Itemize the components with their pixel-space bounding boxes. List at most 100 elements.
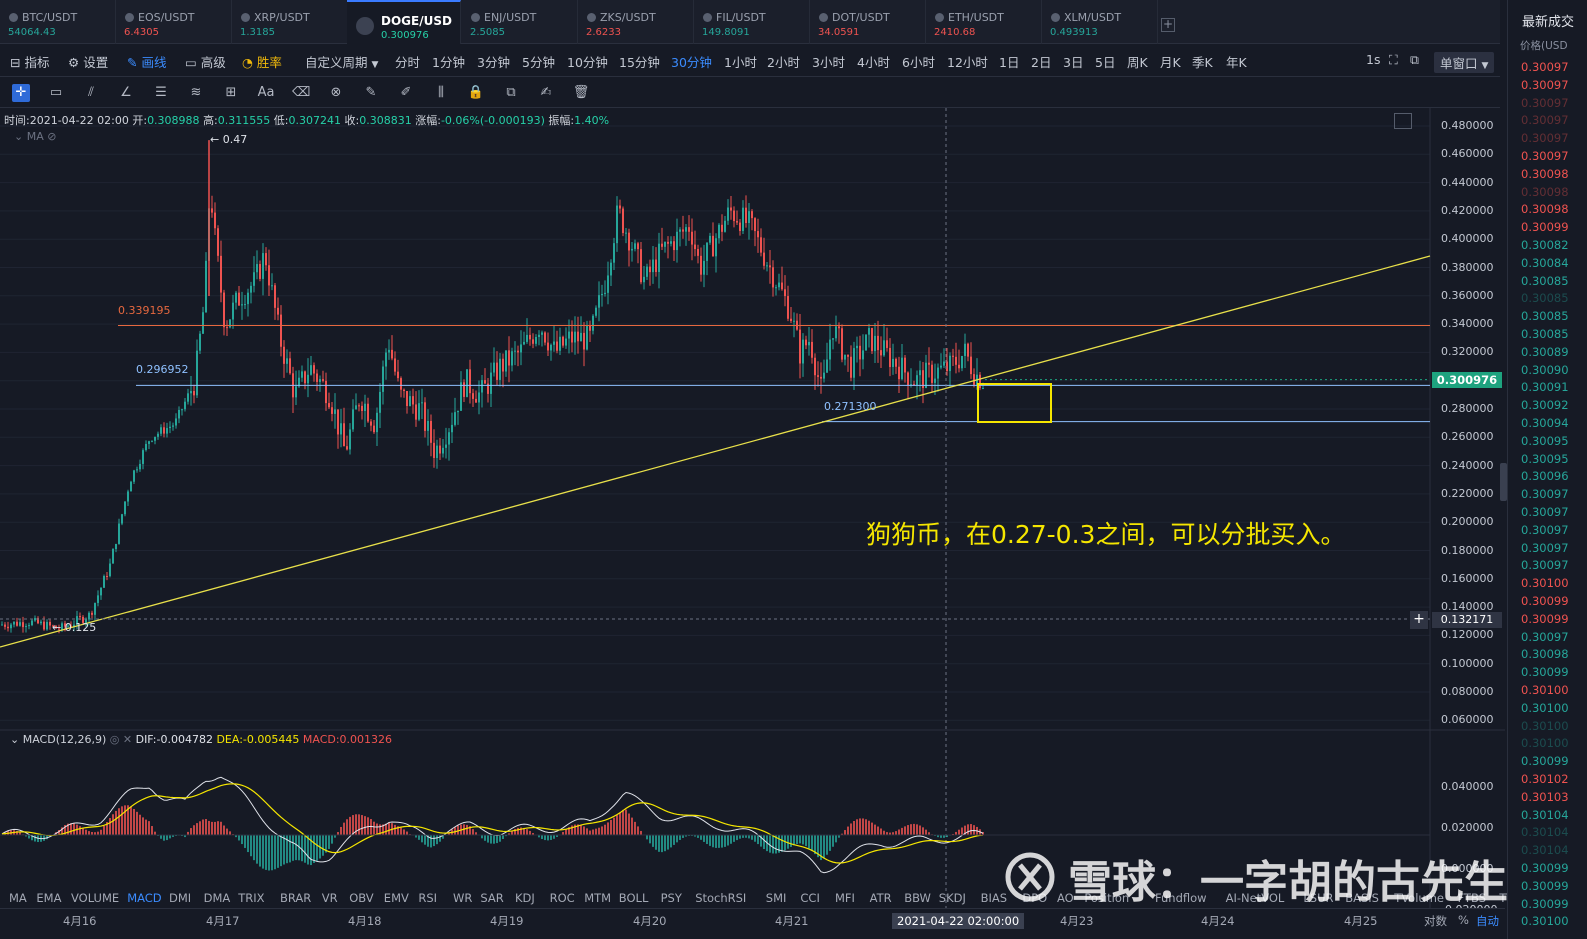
copy-icon[interactable]: ⧉ bbox=[506, 85, 516, 100]
pencil-icon[interactable]: ✎ bbox=[365, 85, 377, 100]
axis-mode-auto[interactable]: 自动 bbox=[1476, 914, 1499, 928]
indicator-vr[interactable]: VR bbox=[321, 891, 338, 905]
settings-button[interactable]: ⚙ 设置 bbox=[68, 52, 108, 71]
period-17[interactable]: 周K bbox=[1127, 55, 1148, 70]
indicator-ma[interactable]: MA bbox=[9, 891, 27, 905]
period-6[interactable]: 30分钟 bbox=[671, 55, 712, 70]
winrate-button[interactable]: ◔ 胜率 bbox=[242, 52, 282, 71]
period-11[interactable]: 6小时 bbox=[902, 55, 935, 70]
angle-icon[interactable]: ∠ bbox=[120, 85, 132, 100]
indicator-psy[interactable]: PSY bbox=[660, 891, 682, 905]
cross-tool-icon[interactable]: ✛ bbox=[12, 84, 30, 102]
window-mode-dropdown[interactable]: 单窗口 ▼ bbox=[1434, 52, 1495, 73]
indicator-atr[interactable]: ATR bbox=[869, 891, 892, 905]
indicator-macd[interactable]: MACD bbox=[127, 891, 162, 905]
indicator-stochrsi[interactable]: StochRSI bbox=[695, 891, 747, 905]
indicator-boll[interactable]: BOLL bbox=[618, 891, 649, 905]
eraser-icon[interactable]: ⌫ bbox=[292, 85, 311, 100]
period-10[interactable]: 4小时 bbox=[857, 55, 890, 70]
symbol-tab-eos-usdt[interactable]: EOS/USDT 6.4305 bbox=[116, 0, 232, 44]
indicator-smi[interactable]: SMI bbox=[765, 891, 787, 905]
custom-period-dropdown[interactable]: 自定义周期 ▼ bbox=[305, 52, 378, 71]
indicator-brar[interactable]: BRAR bbox=[280, 891, 312, 905]
eye-off-icon[interactable]: ⊘ bbox=[47, 130, 57, 143]
indicator-mfi[interactable]: MFI bbox=[835, 891, 855, 905]
advanced-button[interactable]: ▭ 高级 bbox=[185, 52, 226, 71]
edit-icon[interactable]: ✍ bbox=[540, 85, 552, 100]
close-icon[interactable]: ✕ bbox=[122, 733, 133, 746]
indicator-emv[interactable]: EMV bbox=[383, 891, 409, 905]
period-4[interactable]: 10分钟 bbox=[567, 55, 608, 70]
indicator-mtm[interactable]: MTM bbox=[584, 891, 612, 905]
fib-lines-icon[interactable]: ☰ bbox=[155, 85, 167, 100]
period-12[interactable]: 12小时 bbox=[947, 55, 988, 70]
period-2[interactable]: 3分钟 bbox=[477, 55, 510, 70]
symbol-tab-enj-usdt[interactable]: ENJ/USDT 2.5085 bbox=[462, 0, 578, 44]
period-19[interactable]: 季K bbox=[1192, 55, 1213, 70]
indicator-basis[interactable]: BASIS bbox=[1345, 891, 1379, 905]
symbol-tab-doge-usd[interactable]: DOGE/USD 0.300976 bbox=[347, 0, 461, 44]
period-8[interactable]: 2小时 bbox=[767, 55, 800, 70]
indicators-button[interactable]: ⊟ 指标 bbox=[10, 52, 49, 71]
panel-collapse-handle[interactable] bbox=[1500, 463, 1507, 501]
indicator-dmi[interactable]: DMI bbox=[169, 891, 192, 905]
period-9[interactable]: 3小时 bbox=[812, 55, 845, 70]
symbol-tab-dot-usdt[interactable]: DOT/USDT 34.0591 bbox=[810, 0, 926, 44]
ma-legend[interactable]: ⌄ MA ⊘ bbox=[14, 130, 56, 143]
magnet-icon[interactable]: ⊗ bbox=[330, 85, 342, 100]
period-3[interactable]: 5分钟 bbox=[522, 55, 555, 70]
bars-icon[interactable]: ⫼ bbox=[438, 85, 444, 100]
indicator-cci[interactable]: CCI bbox=[800, 891, 820, 905]
screenshot-icon[interactable]: ⧉ bbox=[1410, 52, 1419, 67]
symbol-tab-fil-usdt[interactable]: FIL/USDT 149.8091 bbox=[694, 0, 810, 44]
fullscreen-icon[interactable]: ⛶ bbox=[1389, 52, 1398, 67]
interval-indicator[interactable]: 1s bbox=[1366, 52, 1381, 67]
axis-mode-pct[interactable]: % bbox=[1458, 913, 1469, 927]
add-tab-button[interactable]: + bbox=[1161, 17, 1175, 32]
chevron-down-icon[interactable]: ⌄ bbox=[10, 733, 20, 746]
indicator-roc[interactable]: ROC bbox=[549, 891, 575, 905]
trend-line[interactable] bbox=[0, 255, 1431, 648]
indicator-lsur[interactable]: LSUR bbox=[1303, 891, 1334, 905]
grid-plus-icon[interactable]: ⊞ bbox=[225, 85, 237, 100]
indicator-wr[interactable]: WR bbox=[453, 891, 473, 905]
indicator-bbw[interactable]: BBW bbox=[904, 891, 931, 905]
indicator-kdj[interactable]: KDJ bbox=[515, 891, 535, 905]
ruler-icon[interactable]: ▭ bbox=[49, 85, 63, 100]
parallel-lines-icon[interactable]: ⫽ bbox=[88, 85, 94, 100]
indicator-ftbs[interactable]: FTBS bbox=[1457, 891, 1487, 905]
symbol-tab-xlm-usdt[interactable]: XLM/USDT 0.493913 bbox=[1042, 0, 1158, 44]
indicator-volume[interactable]: VOLUME bbox=[71, 891, 120, 905]
indicator-bias[interactable]: BIAS bbox=[980, 891, 1008, 905]
period-16[interactable]: 5日 bbox=[1095, 55, 1116, 70]
draw-button[interactable]: ✎ 画线 bbox=[127, 52, 166, 71]
indicator-trix[interactable]: TRIX bbox=[238, 891, 265, 905]
period-1[interactable]: 1分钟 bbox=[432, 55, 465, 70]
indicator-ema[interactable]: EMA bbox=[36, 891, 62, 905]
period-0[interactable]: 分时 bbox=[395, 55, 421, 70]
trash-icon[interactable]: 🗑 bbox=[572, 85, 590, 100]
indicator-skdj[interactable]: SKDJ bbox=[938, 891, 966, 905]
indicator-rsi[interactable]: RSI bbox=[418, 891, 438, 905]
period-20[interactable]: 年K bbox=[1226, 55, 1247, 70]
add-alert-icon[interactable]: + bbox=[1410, 611, 1428, 629]
period-5[interactable]: 15分钟 bbox=[619, 55, 660, 70]
expand-icon[interactable] bbox=[1394, 113, 1412, 129]
indicator-position[interactable]: Position bbox=[1084, 891, 1130, 905]
axis-mode-log[interactable]: 对数 bbox=[1424, 914, 1447, 928]
symbol-tab-btc-usdt[interactable]: BTC/USDT 54064.43 bbox=[0, 0, 116, 44]
buy-zone-box[interactable] bbox=[977, 383, 1052, 423]
period-15[interactable]: 3日 bbox=[1063, 55, 1084, 70]
period-14[interactable]: 2日 bbox=[1031, 55, 1052, 70]
period-7[interactable]: 1小时 bbox=[724, 55, 757, 70]
indicator-fundflow[interactable]: Fundflow bbox=[1155, 891, 1207, 905]
period-18[interactable]: 月K bbox=[1160, 55, 1181, 70]
brush-icon[interactable]: ✐ bbox=[400, 85, 412, 100]
period-13[interactable]: 1日 bbox=[999, 55, 1020, 70]
symbol-tab-eth-usdt[interactable]: ETH/USDT 2410.68 bbox=[926, 0, 1042, 44]
text-icon[interactable]: Aa bbox=[257, 85, 275, 100]
wave-icon[interactable]: ≋ bbox=[190, 85, 202, 100]
symbol-tab-zks-usdt[interactable]: ZKS/USDT 2.6233 bbox=[578, 0, 694, 44]
indicator-obv[interactable]: OBV bbox=[349, 891, 374, 905]
indicator-dma[interactable]: DMA bbox=[203, 891, 231, 905]
